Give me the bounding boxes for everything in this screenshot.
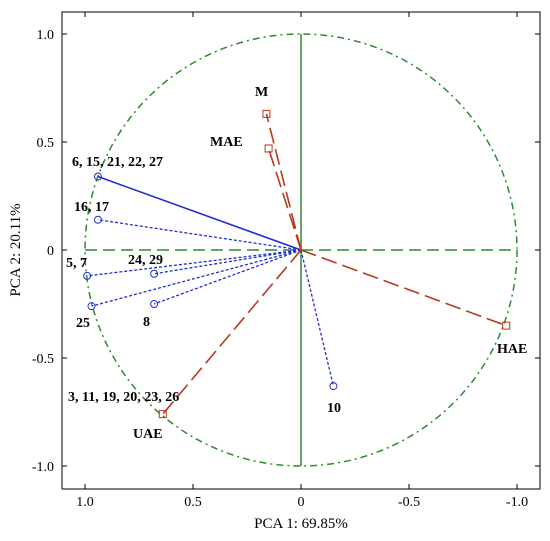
vector-line	[87, 249, 302, 277]
vector-line	[153, 249, 302, 305]
point-labels: 6, 15, 21, 22, 27 16, 17 5, 7 25 24, 29 8 10 M M…	[66, 85, 527, 442]
vector-line	[300, 249, 335, 387]
x-tick-label: -1.0	[506, 495, 528, 510]
x-tick-label: 1.0	[76, 495, 94, 510]
y-tick-label: -1.0	[32, 460, 54, 475]
vector-endpoint-marker	[329, 382, 338, 391]
point-label: 24, 29	[128, 253, 163, 268]
y-tick-label: -0.5	[32, 352, 54, 367]
y-tick-label: 0	[47, 244, 54, 259]
x-tick-label: 0.5	[184, 495, 202, 510]
y-tick-label: 0.5	[37, 136, 55, 151]
vector-endpoint-marker	[150, 269, 159, 278]
vector-endpoint-marker	[158, 410, 167, 419]
unit-circle	[84, 33, 518, 467]
x-axis-title: PCA 1: 69.85%	[254, 516, 348, 532]
vector-line	[300, 249, 507, 327]
point-label: M	[255, 85, 268, 100]
vector-endpoint-marker	[150, 300, 159, 308]
point-label: HAE	[497, 342, 527, 357]
point-label: 6, 15, 21, 22, 27	[72, 155, 163, 170]
vector-line	[97, 175, 302, 251]
loading-vectors	[83, 109, 511, 419]
vector-line	[162, 249, 302, 415]
x-tick-label: 0	[298, 495, 305, 510]
point-label: 25	[76, 316, 90, 331]
axis-ticks: 1.0 0.5 0 -0.5 -1.0 1.0 0.5 0 -0.5 -1.0	[32, 12, 540, 510]
point-label: 5, 7	[66, 256, 87, 271]
y-axis-title: PCA 2: 20.11%	[8, 203, 24, 296]
point-label: UAE	[133, 427, 163, 442]
vector-line	[265, 113, 302, 251]
y-tick-label: 1.0	[37, 28, 55, 43]
point-label: 8	[143, 315, 150, 330]
point-label: MAE	[210, 135, 243, 150]
vector-endpoint-marker	[502, 321, 511, 330]
vector-endpoint-marker	[87, 302, 96, 311]
vector-line	[91, 249, 302, 307]
vector-line	[267, 148, 302, 251]
vector-endpoint-marker	[264, 144, 273, 153]
vector-endpoint-marker	[83, 271, 92, 280]
point-label: 3, 11, 19, 20, 23, 26	[68, 390, 179, 405]
vector-endpoint-marker	[93, 172, 102, 181]
vector-endpoint-marker	[262, 109, 271, 118]
vector-line	[97, 219, 302, 251]
vector-endpoint-marker	[93, 215, 102, 224]
x-tick-label: -0.5	[398, 495, 420, 510]
point-label: 10	[327, 401, 341, 416]
point-label: 16, 17	[74, 200, 109, 215]
